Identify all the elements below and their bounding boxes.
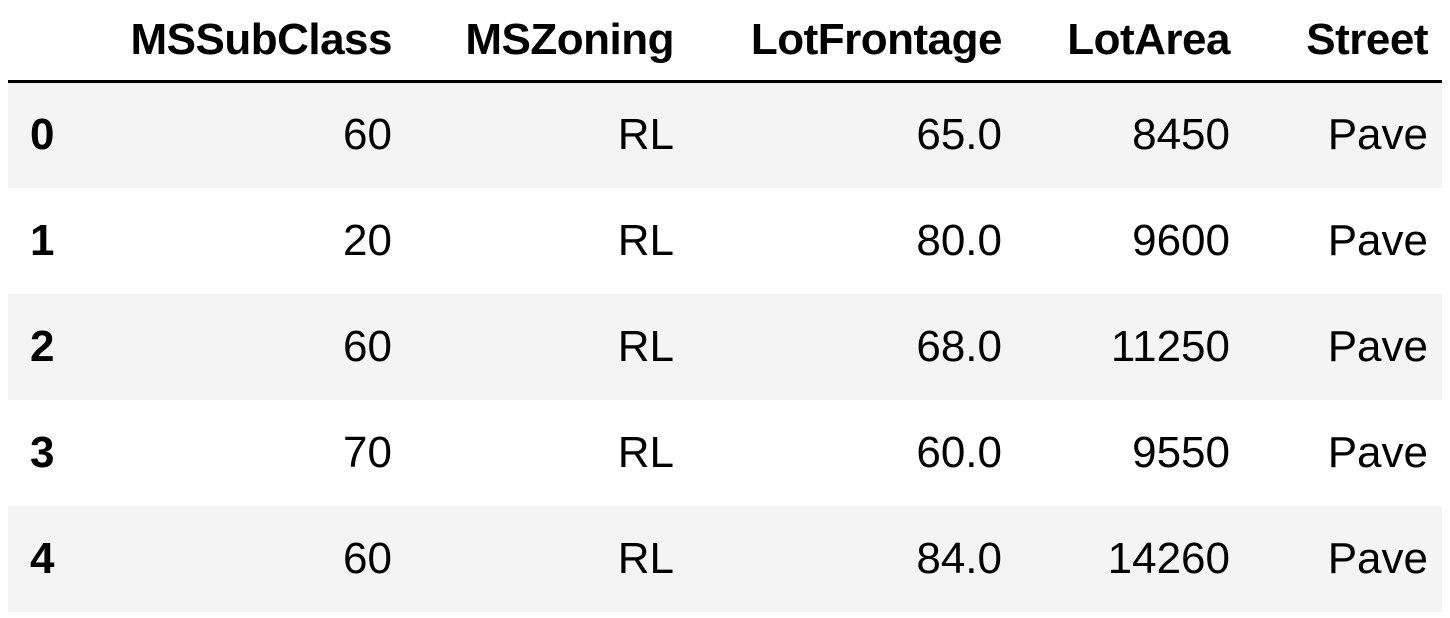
table-row: 4 60 RL 84.0 14260 Pave (8, 505, 1442, 612)
cell-lotarea: 14260 (1107, 533, 1230, 583)
cell-lotarea: 11250 (1110, 321, 1230, 371)
cell-street: Pave (1327, 215, 1428, 265)
row-index: 0 (30, 110, 55, 160)
cell-mssubclass: 60 (343, 321, 392, 371)
cell-street: Pave (1327, 321, 1428, 371)
row-index: 2 (30, 321, 55, 371)
cell-lotarea: 9550 (1132, 427, 1230, 477)
header-row: MSSubClass MSZoning LotFrontage LotArea … (8, 0, 1442, 83)
cell-lotarea: 9600 (1132, 215, 1230, 265)
row-index: 1 (30, 215, 55, 265)
table-row: 0 60 RL 65.0 8450 Pave (8, 81, 1442, 188)
table-row: 2 60 RL 68.0 11250 Pave (8, 293, 1442, 400)
table-row: 3 70 RL 60.0 9550 Pave (8, 399, 1442, 506)
column-header-street: Street (1244, 0, 1442, 83)
row-index: 4 (30, 533, 55, 583)
cell-lotfrontage: 84.0 (916, 533, 1002, 583)
cell-mszoning: RL (617, 427, 674, 477)
column-header-lotarea: LotArea (1016, 0, 1244, 83)
cell-mszoning: RL (617, 215, 674, 265)
cell-lotfrontage: 68.0 (916, 321, 1002, 371)
cell-lotarea: 8450 (1132, 110, 1230, 160)
table-body: 0 60 RL 65.0 8450 Pave 1 20 RL 80.0 9600… (8, 81, 1442, 612)
cell-mssubclass: 20 (343, 215, 392, 265)
cell-mszoning: RL (617, 321, 674, 371)
cell-lotfrontage: 65.0 (916, 110, 1002, 160)
cell-mszoning: RL (617, 533, 674, 583)
cell-street: Pave (1327, 110, 1428, 160)
index-header (8, 0, 78, 83)
cell-mszoning: RL (617, 110, 674, 160)
cell-street: Pave (1327, 427, 1428, 477)
cell-mssubclass: 60 (343, 533, 392, 583)
cell-lotfrontage: 80.0 (916, 215, 1002, 265)
table-row: 1 20 RL 80.0 9600 Pave (8, 187, 1442, 294)
cell-street: Pave (1327, 533, 1428, 583)
row-index: 3 (30, 427, 55, 477)
column-header-mssubclass: MSSubClass (78, 0, 406, 83)
dataframe-table: MSSubClass MSZoning LotFrontage LotArea … (8, 0, 1442, 612)
cell-mssubclass: 60 (343, 110, 392, 160)
column-header-lotfrontage: LotFrontage (688, 0, 1016, 83)
column-header-mszoning: MSZoning (406, 0, 688, 83)
cell-lotfrontage: 60.0 (916, 427, 1002, 477)
table-header: MSSubClass MSZoning LotFrontage LotArea … (8, 0, 1442, 83)
cell-mssubclass: 70 (343, 427, 392, 477)
